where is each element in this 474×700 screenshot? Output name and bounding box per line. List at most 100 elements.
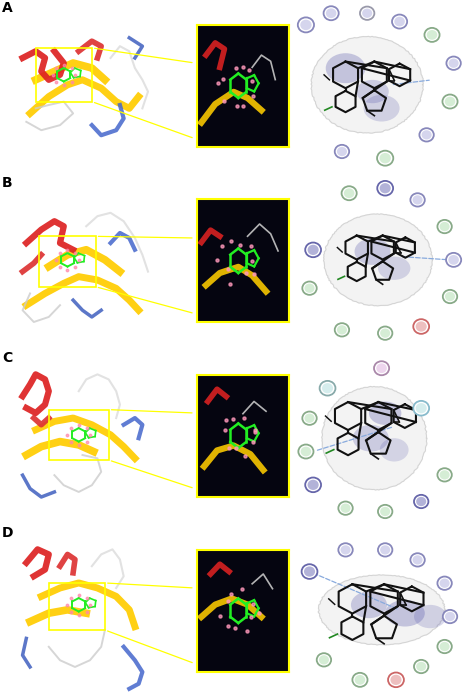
Circle shape — [416, 403, 427, 413]
Circle shape — [301, 447, 311, 456]
Circle shape — [424, 28, 439, 42]
Circle shape — [308, 480, 319, 490]
Circle shape — [438, 577, 452, 590]
Ellipse shape — [378, 256, 410, 280]
Circle shape — [304, 284, 315, 293]
Circle shape — [388, 673, 404, 687]
Circle shape — [445, 292, 455, 301]
Circle shape — [439, 470, 450, 480]
Circle shape — [412, 555, 423, 565]
Circle shape — [337, 326, 347, 335]
Bar — [36, 48, 92, 102]
Text: C: C — [2, 351, 12, 365]
Circle shape — [378, 543, 392, 556]
Ellipse shape — [351, 592, 387, 618]
Circle shape — [392, 15, 407, 29]
Circle shape — [443, 290, 457, 303]
Ellipse shape — [353, 425, 389, 452]
Polygon shape — [324, 214, 433, 306]
Circle shape — [416, 662, 426, 671]
Circle shape — [446, 253, 461, 267]
Circle shape — [421, 130, 432, 139]
Circle shape — [305, 242, 321, 257]
Ellipse shape — [356, 80, 389, 103]
Text: B: B — [2, 176, 12, 190]
Circle shape — [445, 612, 455, 621]
Circle shape — [377, 150, 393, 166]
Ellipse shape — [385, 600, 425, 626]
Circle shape — [448, 255, 459, 265]
Circle shape — [324, 6, 339, 20]
Circle shape — [326, 8, 337, 18]
Circle shape — [443, 610, 457, 623]
Ellipse shape — [380, 438, 409, 461]
Circle shape — [414, 660, 428, 673]
Circle shape — [344, 188, 355, 198]
Polygon shape — [322, 386, 427, 490]
Text: D: D — [2, 526, 13, 540]
Circle shape — [335, 323, 349, 337]
Polygon shape — [311, 36, 423, 133]
Ellipse shape — [414, 605, 447, 628]
Circle shape — [378, 326, 392, 340]
Circle shape — [319, 655, 329, 664]
Text: A: A — [2, 1, 13, 15]
Circle shape — [360, 6, 374, 20]
Bar — [49, 583, 105, 630]
Circle shape — [340, 545, 351, 554]
Circle shape — [438, 640, 452, 653]
Circle shape — [298, 444, 313, 458]
Circle shape — [317, 653, 331, 666]
Circle shape — [412, 195, 423, 204]
Ellipse shape — [326, 53, 365, 83]
Circle shape — [302, 281, 317, 295]
Circle shape — [337, 147, 347, 156]
Circle shape — [302, 412, 317, 425]
Circle shape — [410, 553, 425, 566]
Circle shape — [378, 505, 392, 518]
Circle shape — [374, 361, 389, 375]
Bar — [39, 237, 96, 287]
Circle shape — [340, 503, 351, 513]
Circle shape — [362, 8, 372, 18]
Circle shape — [304, 414, 315, 423]
Circle shape — [376, 363, 387, 373]
Circle shape — [448, 59, 459, 68]
Ellipse shape — [369, 402, 401, 425]
Circle shape — [380, 153, 391, 163]
Circle shape — [338, 501, 353, 514]
Circle shape — [322, 383, 333, 393]
Ellipse shape — [364, 95, 400, 122]
Circle shape — [319, 381, 336, 395]
Circle shape — [410, 193, 425, 206]
Circle shape — [377, 181, 393, 195]
Circle shape — [380, 328, 390, 338]
Bar — [49, 410, 109, 460]
Circle shape — [394, 17, 405, 27]
Circle shape — [308, 245, 319, 255]
Circle shape — [298, 18, 314, 32]
Circle shape — [342, 186, 357, 200]
Circle shape — [442, 94, 457, 108]
Circle shape — [416, 497, 426, 506]
Circle shape — [413, 401, 429, 416]
Circle shape — [338, 543, 353, 556]
Circle shape — [335, 145, 349, 158]
Circle shape — [438, 468, 452, 482]
Circle shape — [413, 319, 429, 334]
Circle shape — [305, 477, 321, 492]
Circle shape — [439, 578, 450, 588]
Circle shape — [445, 97, 456, 106]
Circle shape — [447, 57, 461, 70]
Circle shape — [355, 675, 365, 685]
Circle shape — [380, 545, 390, 554]
Circle shape — [304, 566, 315, 577]
Circle shape — [391, 675, 401, 685]
Ellipse shape — [355, 238, 391, 265]
Circle shape — [439, 222, 450, 231]
Circle shape — [439, 642, 450, 651]
Polygon shape — [318, 575, 445, 645]
Circle shape — [380, 183, 391, 193]
Circle shape — [300, 20, 311, 30]
Circle shape — [419, 128, 434, 141]
